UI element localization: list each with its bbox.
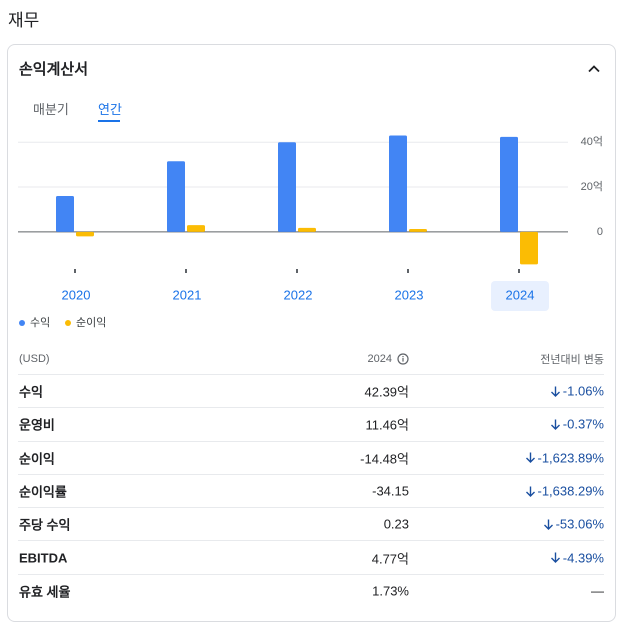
row-label: 유효 세율 (19, 584, 71, 600)
collapse-button[interactable] (585, 60, 603, 78)
row-label: 순이익률 (19, 484, 67, 500)
column-header: 전년대비 변동 (540, 353, 604, 366)
bar (500, 136, 518, 232)
row-change: -4.39% (550, 550, 604, 565)
down-arrow-icon (543, 519, 553, 530)
change-text: -4.39% (562, 550, 604, 566)
table-row: 순이익 -14.48억 -1,623.89% (18, 442, 604, 475)
bar (76, 231, 94, 237)
row-value: 0.23 (383, 516, 409, 532)
x-tick (185, 269, 187, 273)
card-title: 손익계산서 (19, 61, 89, 78)
row-change: -1,638.29% (525, 483, 605, 499)
y-tick-label: 40억 (581, 135, 603, 148)
bar (187, 225, 205, 232)
row-change: -0.37% (550, 417, 604, 432)
bar (389, 135, 407, 232)
change-text: -1.06% (562, 383, 604, 399)
tab-selected[interactable]: 연간 (98, 102, 122, 117)
x-tick-label: 2020 (62, 287, 91, 302)
tab-underline (98, 120, 120, 122)
change-text: — (591, 583, 604, 599)
bar (520, 231, 538, 265)
row-value: 1.73% (372, 583, 409, 599)
row-value: 4.77억 (371, 551, 409, 567)
bar (278, 142, 296, 232)
info-icon[interactable] (397, 352, 409, 365)
x-tick-label: 2021 (173, 287, 202, 302)
table-row: 운영비 11.46억 -0.37% (18, 408, 604, 442)
table-row: 순이익률 -34.15 -1,638.29% (18, 475, 605, 509)
row-label: EBITDA (19, 550, 68, 566)
y-tick-label: 0 (597, 226, 603, 238)
change-text: -0.37% (562, 416, 604, 432)
y-tick-label: 20억 (581, 180, 603, 193)
chart: 0 20억 40억 2020 2021 2022 2023 2024 수익 순이익 (18, 135, 603, 329)
row-value: -14.48억 (360, 451, 409, 467)
x-tick (296, 269, 298, 273)
column-header-text: 2024 (367, 352, 392, 365)
down-arrow-icon (550, 552, 560, 564)
column-header: (USD) (19, 352, 50, 365)
bar (409, 228, 427, 232)
x-tick (407, 269, 409, 273)
change-text: -1,638.29% (537, 483, 605, 499)
row-label: 주당 수익 (19, 517, 71, 533)
column-header: 2024 (368, 353, 409, 365)
change-text: -53.06% (555, 516, 604, 532)
row-label: 순이익 (19, 451, 55, 467)
bar (56, 196, 74, 232)
table-row: 유효 세율 1.73% — (18, 575, 604, 608)
row-change: — (591, 584, 604, 599)
table-header: (USD) 2024 전년대비 변동 (18, 343, 604, 375)
row-change: -53.06% (543, 517, 604, 532)
x-tick-label: 2023 (395, 287, 424, 302)
legend-dot (65, 320, 71, 326)
table-row: EBITDA 4.77억 -4.39% (18, 541, 604, 575)
down-arrow-icon (525, 486, 535, 497)
row-value: 42.39억 (364, 384, 410, 400)
legend-label: 수익 (30, 316, 50, 329)
card (7, 44, 616, 622)
x-tick (518, 269, 520, 273)
row-value: -34.15 (372, 483, 409, 499)
row-label: 수익 (19, 384, 43, 400)
down-arrow-icon (550, 386, 560, 397)
selected-highlight (491, 281, 549, 311)
bar (298, 227, 316, 232)
x-tick-label: 2024 (506, 287, 535, 302)
down-arrow-icon (525, 452, 535, 464)
row-label: 운영비 (19, 417, 55, 433)
row-change: -1,623.89% (525, 450, 605, 466)
x-tick (74, 269, 76, 273)
legend-dot (19, 320, 25, 326)
section-title: 재무 (8, 11, 40, 30)
row-change: -1.06% (550, 384, 604, 399)
change-text: -1,623.89% (537, 450, 605, 466)
down-arrow-icon (550, 419, 560, 430)
legend-label: 순이익 (76, 316, 106, 329)
tab[interactable]: 매분기 (33, 102, 69, 117)
table-row: 수익 42.39억 -1.06% (18, 375, 604, 409)
x-tick-label: 2022 (284, 287, 313, 302)
row-value: 11.46억 (365, 417, 409, 433)
bar (167, 161, 185, 232)
table-row: 주당 수익 0.23 -53.06% (18, 508, 604, 542)
